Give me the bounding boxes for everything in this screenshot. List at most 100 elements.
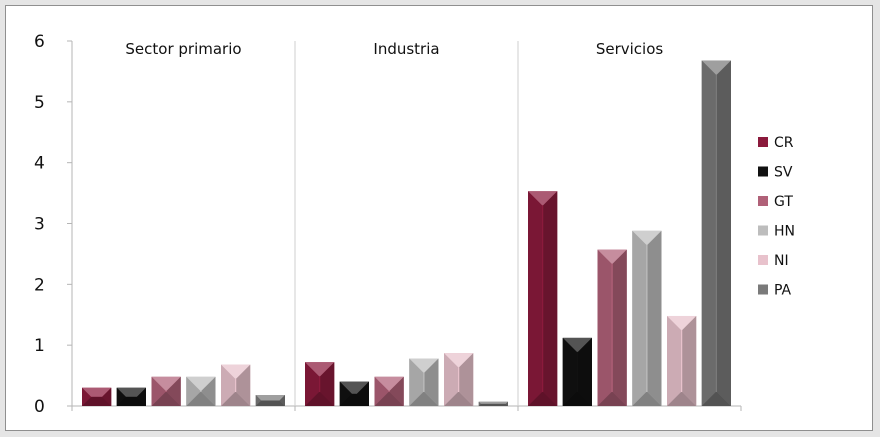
bar-sv-3 xyxy=(562,337,592,406)
bar-bevel-left xyxy=(151,376,166,406)
legend-item-pa: PA xyxy=(758,283,792,299)
bar-bevel-top xyxy=(409,358,439,373)
bar-bevel-right xyxy=(102,387,112,406)
legend-item-sv: SV xyxy=(758,165,793,181)
bar-bevel-left xyxy=(597,249,612,406)
y-tick-label: 1 xyxy=(34,336,45,356)
bar-ni-1 xyxy=(221,364,251,406)
bar-gt-1 xyxy=(151,376,181,406)
bar-bevel-bottom xyxy=(221,392,251,406)
bar-bevel-right xyxy=(459,353,474,406)
bar-chart: 0 1 2 3 4 5 6 Sector primario Industria Servicio… xyxy=(34,32,795,417)
legend-swatch xyxy=(758,137,768,147)
legend-label: HN xyxy=(774,224,795,240)
bar-bevel-bottom xyxy=(82,396,112,406)
bar-pa-3 xyxy=(701,60,731,406)
legend-swatch xyxy=(758,166,768,177)
legend-label: GT xyxy=(774,194,793,210)
bar-bevel-right xyxy=(136,387,146,406)
bar-bevel-left xyxy=(255,395,262,406)
legend-swatch xyxy=(758,255,768,265)
bar-sv-1 xyxy=(116,387,146,406)
bar-bevel-left xyxy=(667,315,681,406)
bar-bevel-top xyxy=(632,230,662,245)
bar-bevel-right xyxy=(682,315,697,406)
bar-bevel-right xyxy=(279,395,285,406)
bar-bevel-bottom xyxy=(444,392,474,406)
y-tick-label: 3 xyxy=(34,215,45,235)
bar-bevel-bottom xyxy=(478,403,508,406)
chart-axes xyxy=(67,40,742,411)
bar-bevel-bottom xyxy=(528,392,558,406)
bar-bevel-top xyxy=(444,353,474,368)
bar-bevel-right xyxy=(424,358,439,406)
bar-cr-1 xyxy=(82,387,112,406)
bar-bevel-top xyxy=(562,337,592,352)
bar-bevel-bottom xyxy=(597,392,627,406)
y-tick-label: 6 xyxy=(34,32,45,52)
bar-bevel-bottom xyxy=(701,392,731,406)
legend-item-gt: GT xyxy=(758,194,793,210)
bar-bevel-left xyxy=(305,362,319,406)
y-tick-label: 2 xyxy=(34,275,45,295)
legend-item-ni: NI xyxy=(758,253,789,269)
bar-bevel-left xyxy=(116,387,126,406)
bar-bevel-top xyxy=(82,387,112,397)
bar-bevel-top xyxy=(116,387,146,397)
bar-ni-3 xyxy=(667,315,697,406)
bar-bevel-top xyxy=(339,381,369,394)
bar-bevel-top xyxy=(597,249,627,264)
chart-frame: 0 1 2 3 4 5 6 Sector primario Industria Servicio… xyxy=(5,5,873,431)
bar-bevel-bottom xyxy=(632,392,662,406)
bar-cr-3 xyxy=(528,191,558,406)
bar-bevel-top xyxy=(528,191,558,206)
bar-gt-2 xyxy=(374,376,404,406)
bar-bevel-left xyxy=(409,358,424,406)
bar-bevel-bottom xyxy=(339,393,369,406)
legend-item-cr: CR xyxy=(758,135,794,151)
bar-bevel-bottom xyxy=(151,392,181,406)
bar-bevel-right xyxy=(236,364,251,406)
bar-bevel-left xyxy=(478,401,481,406)
legend-item-hn: HN xyxy=(758,224,795,240)
legend-label: CR xyxy=(774,135,794,151)
bar-bevel-right xyxy=(717,60,731,406)
bar-bevel-top xyxy=(478,401,508,404)
bar-sv-2 xyxy=(339,381,369,406)
legend-swatch xyxy=(758,225,768,236)
legend-swatch xyxy=(758,196,768,206)
bar-bevel-right xyxy=(166,376,181,406)
bar-bevel-right xyxy=(201,376,216,406)
bar-bevel-left xyxy=(632,230,647,406)
bar-cr-2 xyxy=(305,362,335,406)
legend-label: PA xyxy=(774,283,792,299)
group-label: Industria xyxy=(373,40,439,58)
y-axis-labels: 0 1 2 3 4 5 6 xyxy=(34,32,45,417)
legend-label: SV xyxy=(774,165,793,181)
bar-bevel-bottom xyxy=(667,392,697,406)
bar-bevel-top xyxy=(255,395,285,401)
bar-bevel-left xyxy=(562,337,577,406)
bar-bevel-right xyxy=(320,362,335,406)
bar-bevel-right xyxy=(612,249,627,406)
bar-bevel-bottom xyxy=(116,396,146,406)
bar-bevel-right xyxy=(389,376,404,406)
bar-bevel-right xyxy=(578,337,592,406)
bar-bevel-left xyxy=(82,387,92,406)
bar-bevel-top xyxy=(221,364,251,379)
bar-bevel-top xyxy=(667,315,697,330)
bar-bevel-bottom xyxy=(409,392,439,406)
bar-hn-2 xyxy=(409,358,439,406)
bar-bevel-right xyxy=(505,401,508,406)
bar-bevel-top xyxy=(374,376,404,391)
bar-bevel-bottom xyxy=(374,392,404,406)
bar-bevel-left xyxy=(528,191,542,406)
bar-bevel-left xyxy=(339,381,352,406)
y-tick-label: 0 xyxy=(34,397,45,417)
bar-pa-1 xyxy=(255,395,285,406)
bar-bevel-left xyxy=(221,364,235,406)
bar-pa-2 xyxy=(478,401,508,406)
bar-bevel-right xyxy=(356,381,369,406)
y-tick-label: 5 xyxy=(34,93,45,113)
bar-bevel-top xyxy=(305,362,335,377)
